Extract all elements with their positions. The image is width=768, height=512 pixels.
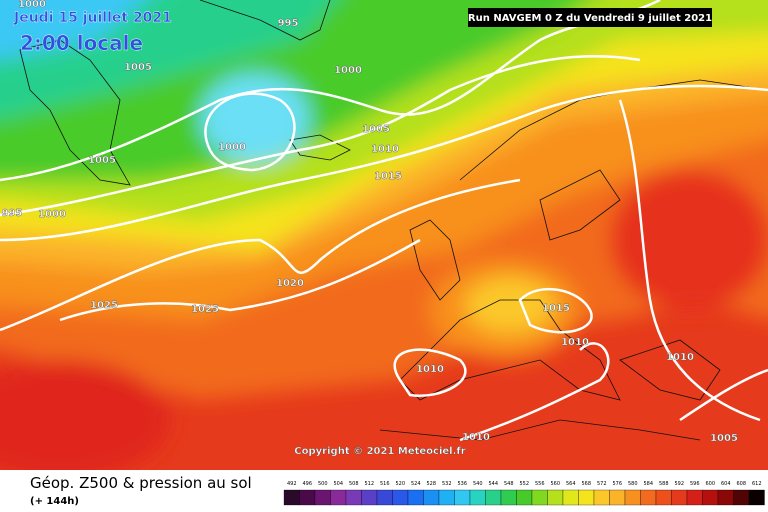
isobar-label: 1010 [371,144,399,155]
colorbar-tick-label: 580 [628,481,638,487]
colorbar-tick-label: 608 [736,481,746,487]
colorbar-tick-label: 584 [643,481,653,487]
colorbar-tick-label: 532 [442,481,452,487]
isobars [0,0,768,442]
colorbar-tick-label: 496 [302,481,312,487]
colorbar-swatch [531,489,548,506]
colorbar-swatch [702,489,719,506]
colorbar-swatch [485,489,502,506]
colorbar-swatch [330,489,347,506]
colorbar-swatch [376,489,393,506]
colorbar-swatch [578,489,595,506]
colorbar-swatch [469,489,486,506]
isobar-labels: 1000 995 1005 1000 1000 1005 1010 1015 1005 995 10… [1,0,738,444]
colorbar-swatch [593,489,610,506]
isobar-label: 995 [2,208,23,219]
colorbar-swatch [345,489,362,506]
isobar-label: 1000 [334,65,362,76]
colorbar-tick-label: 604 [721,481,731,487]
isobar-label: 1010 [666,352,694,363]
isobar-label: 1000 [218,142,246,153]
colorbar-tick-label: 536 [457,481,467,487]
isobar-label: 995 [278,18,299,29]
colorbar-swatch [299,489,316,506]
colorbar-tick-label: 592 [674,481,684,487]
colorbar-tick-label: 556 [535,481,545,487]
colorbar-swatch [407,489,424,506]
run-box [468,8,712,27]
isobar-label: 1000 [18,0,46,10]
colorbar-swatch [392,489,409,506]
colorbar-tick-label: 520 [395,481,405,487]
copyright: Copyright © 2021 Meteociel.fr [294,446,465,457]
isobar-label: 1005 [88,155,116,166]
colorbar-tick-label: 552 [519,481,529,487]
colorbar-swatch [361,489,378,506]
isobar-label: 1025 [90,300,118,311]
valid-date: Jeudi 15 juillet 2021 [13,10,172,26]
colorbar-tick-label: 560 [550,481,560,487]
colorbar-tick-label: 508 [349,481,359,487]
colorbar-tick-label: 576 [612,481,622,487]
colorbar-tick-label: 512 [364,481,374,487]
colorbar-swatch [500,489,517,506]
colorbar-swatch [655,489,672,506]
colorbar-tick-label: 528 [426,481,436,487]
isobar-label: 1000 [38,209,66,220]
colorbar-tick-label: 600 [705,481,715,487]
colorbar-swatch [423,489,440,506]
colorbar-tick-label: 572 [597,481,607,487]
isobar-label: 1015 [374,171,402,182]
colorbar-tick-label: 492 [287,481,297,487]
valid-time: 2:00 locale [20,31,143,55]
colorbar-tick-label: 524 [411,481,421,487]
colorbar-swatch [516,489,533,506]
colorbar-tick-label: 564 [566,481,576,487]
colorbar-swatch [733,489,750,506]
colorbar-swatch [671,489,688,506]
colorbar-swatch [717,489,734,506]
colorbar-swatch [609,489,626,506]
colorbar-swatch [686,489,703,506]
isobar-label: 1005 [124,62,152,73]
isobar-label: 1020 [276,278,304,289]
colorbar-swatch [438,489,455,506]
colorbar-swatch [640,489,657,506]
colorbar-swatch [748,489,765,506]
colorbar-tick-label: 588 [659,481,669,487]
colorbar-swatch [454,489,471,506]
isobar-label: 1015 [542,303,570,314]
colorbar-swatch [562,489,579,506]
colorbar-tick-label: 500 [318,481,328,487]
isobar-label: 1010 [462,432,490,443]
colorbar-swatch [547,489,564,506]
colorbar-tick-label: 548 [504,481,514,487]
colorbar-tick-label: 540 [473,481,483,487]
footer-lead: (+ 144h) [30,496,79,507]
colorbar-swatch [283,489,300,506]
run-info: Run NAVGEM 0 Z du Vendredi 9 juillet 202… [468,13,712,24]
isobar-label: 1010 [416,364,444,375]
colorbar-tick-label: 544 [488,481,498,487]
isobar-label: 1005 [362,124,390,135]
header: Jeudi 15 juillet 2021 2:00 locale Run NA… [13,8,712,55]
colorbar: 492 496 500 504 508 512 516 520 524 528 532 536 540 5… [283,481,765,506]
isobar-label: 1005 [710,433,738,444]
colorbar-tick-label: 516 [380,481,390,487]
colorbar-tick-label: 612 [752,481,762,487]
footer-title: Géop. Z500 & pression au sol [30,474,252,492]
isobar-label: 1010 [561,337,589,348]
isobar-label: 1025 [191,304,219,315]
colorbar-tick-label: 596 [690,481,700,487]
colorbar-tick-label: 568 [581,481,591,487]
colorbar-swatch [624,489,641,506]
colorbar-tick-label: 504 [333,481,343,487]
colorbar-swatch [314,489,331,506]
